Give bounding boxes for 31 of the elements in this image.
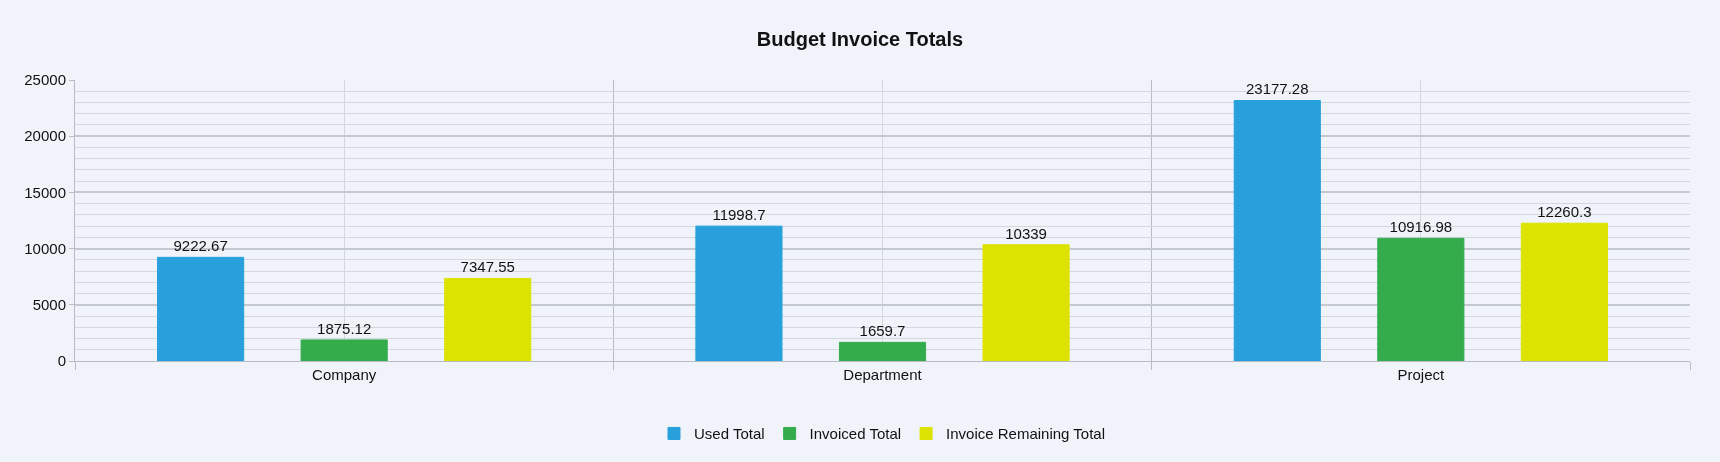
legend-label: Invoiced Total xyxy=(809,425,902,443)
x-tick-label: Company xyxy=(312,366,377,383)
bar xyxy=(838,341,927,361)
bar xyxy=(300,339,388,361)
bar xyxy=(1520,222,1608,361)
data-label: 9222.67 xyxy=(173,237,228,255)
data-label: 10916.98 xyxy=(1389,218,1453,236)
legend-label: Used Total xyxy=(694,425,765,443)
data-label: 12260.3 xyxy=(1537,203,1592,221)
data-label: 1875.12 xyxy=(317,319,372,337)
bar xyxy=(1233,99,1321,361)
y-tick-label: 15000 xyxy=(24,183,66,201)
chart-title: Budget Invoice Totals xyxy=(756,28,964,51)
y-tick-label: 20000 xyxy=(24,127,66,145)
bar xyxy=(695,225,783,361)
data-label: 23177.28 xyxy=(1245,80,1309,98)
y-tick-label: 5000 xyxy=(32,296,66,314)
y-tick-label: 0 xyxy=(57,352,66,370)
bar xyxy=(1377,237,1465,361)
data-label: 10339 xyxy=(1005,224,1047,242)
data-label: 11998.7 xyxy=(712,206,766,224)
y-tick-label: 25000 xyxy=(24,71,66,89)
y-tick-label: 10000 xyxy=(24,239,66,257)
x-tick-label: Project xyxy=(1397,366,1445,383)
x-tick-label: Department xyxy=(843,366,923,383)
bar xyxy=(157,256,245,361)
bar xyxy=(444,277,532,361)
data-label: 1659.7 xyxy=(859,322,906,340)
legend-label: Invoice Remaining Total xyxy=(946,425,1106,443)
bar xyxy=(982,244,1070,361)
data-label: 7347.55 xyxy=(460,258,515,276)
